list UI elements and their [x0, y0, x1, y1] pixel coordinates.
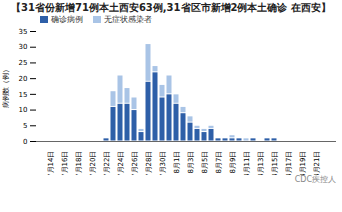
svg-text:7月20日: 7月20日	[89, 151, 97, 176]
html-text:【31省份新增71例本土西安63例,31省区市新增2例本土确: 【31省份新增71例本土西安63例,31省区市新增2例本土确诊 在西安】	[11, 2, 331, 13]
svg-text:15: 15	[19, 91, 28, 99]
svg-text:8月19日: 8月19日	[299, 151, 307, 176]
svg-text:0: 0	[23, 138, 27, 146]
svg-text:30: 30	[19, 43, 28, 51]
svg-text:10: 10	[19, 106, 28, 114]
svg-text:7月16日: 7月16日	[61, 151, 69, 176]
svg-text:8月17日: 8月17日	[285, 151, 293, 176]
svg-text:8月9日: 8月9日	[229, 151, 237, 174]
svg-text:25: 25	[19, 59, 28, 67]
html-text:确诊病例: 确诊病例	[51, 15, 83, 24]
html-text:无症状感染者: 无症状感染者	[104, 15, 152, 24]
svg-text:7月26日: 7月26日	[131, 151, 139, 176]
svg-text:8月5日: 8月5日	[201, 151, 209, 174]
svg-text:病例数（例）: 病例数（例）	[2, 66, 10, 108]
svg-text:8月11日: 8月11日	[243, 151, 251, 176]
svg-text:7月28日: 7月28日	[145, 151, 153, 176]
svg-text:8月15日: 8月15日	[271, 151, 279, 176]
svg-text:7月22日: 7月22日	[103, 151, 111, 176]
svg-text:20: 20	[19, 75, 28, 83]
svg-text:8月3日: 8月3日	[187, 151, 195, 174]
svg-text:7月30日: 7月30日	[159, 151, 167, 176]
svg-text:8月21日: 8月21日	[313, 151, 321, 176]
svg-text:8月1日: 8月1日	[173, 151, 181, 174]
svg-text:5: 5	[23, 122, 27, 130]
svg-text:7月14日: 7月14日	[47, 151, 55, 176]
svg-text:8月13日: 8月13日	[257, 151, 265, 176]
html-text:CDC疾控人: CDC疾控人	[294, 175, 336, 184]
svg-text:7月24日: 7月24日	[117, 151, 125, 176]
svg-text:8月7日: 8月7日	[215, 151, 223, 174]
svg-text:7月18日: 7月18日	[75, 151, 83, 176]
svg-text:35: 35	[19, 28, 28, 36]
